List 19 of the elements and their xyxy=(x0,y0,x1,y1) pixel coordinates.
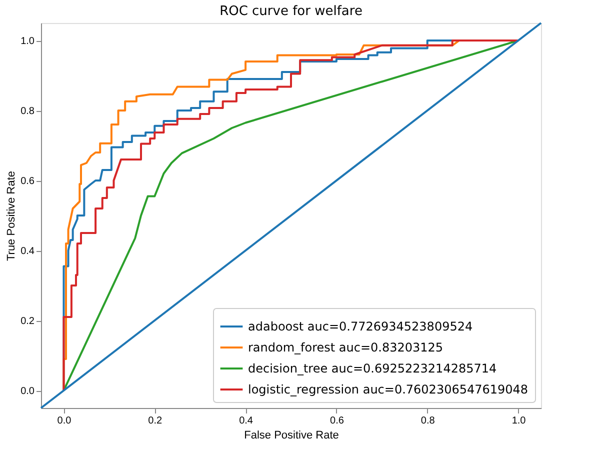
y-tick-label: 1.0 xyxy=(20,36,35,47)
y-tick-label: 0.0 xyxy=(20,386,35,397)
legend-label: random_forest auc=0.83203125 xyxy=(248,340,444,354)
x-tick-label: 0.8 xyxy=(420,416,436,426)
x-tick-label: 0.4 xyxy=(239,416,254,426)
y-tick-label: 0.4 xyxy=(20,246,35,257)
chart-title: ROC curve for welfare xyxy=(220,4,362,19)
legend-label: decision_tree auc=0.6925223214285714 xyxy=(248,362,497,376)
x-axis-title: False Positive Rate xyxy=(244,430,339,442)
x-tick-label: 0.0 xyxy=(57,416,72,426)
y-tick-label: 0.2 xyxy=(20,316,35,327)
y-tick-label: 0.6 xyxy=(20,176,35,187)
y-axis-title: True Positive Rate xyxy=(6,170,18,262)
y-tick-label: 0.8 xyxy=(20,106,35,117)
x-tick-label: 0.6 xyxy=(330,416,344,426)
legend-label: logistic_regression auc=0.7602306547619048 xyxy=(248,382,528,396)
legend-label: adaboost auc=0.7726934523809524 xyxy=(248,320,473,334)
x-tick-label: 0.2 xyxy=(148,416,163,426)
x-tick-label: 1.0 xyxy=(512,416,526,426)
